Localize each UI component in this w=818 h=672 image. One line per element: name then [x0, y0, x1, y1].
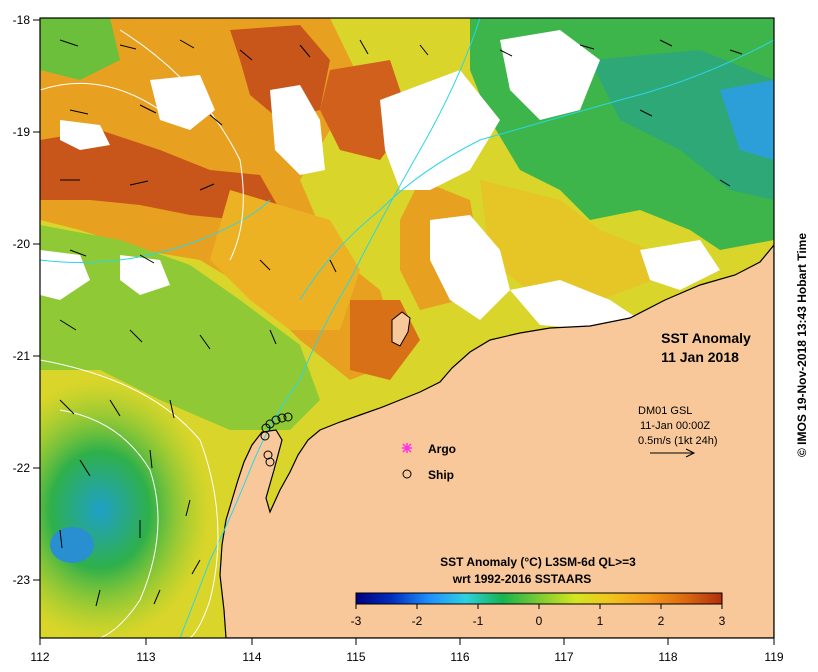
- land-mass: [219, 244, 774, 638]
- lat-tick-20: -20: [13, 237, 31, 251]
- colorbar-subtitle: wrt 1992-2016 SSTAARS: [452, 572, 592, 586]
- current-speed: 0.5m/s (1kt 24h): [638, 435, 717, 447]
- lon-tick-114: 114: [242, 650, 261, 664]
- anomaly-region-hot-band: [40, 130, 280, 220]
- cold-eddy-core: [50, 527, 94, 563]
- cold-eddy: [40, 380, 210, 638]
- colorbar-tick-label: 2: [658, 614, 665, 628]
- bathymetry-contours: [40, 18, 774, 638]
- lat-axis: -18 -19 -20 -21 -22 -23: [13, 13, 40, 587]
- map-title: SST Anomaly: [661, 330, 751, 346]
- lon-tick-117: 117: [554, 650, 573, 664]
- ship-icon: [402, 469, 412, 479]
- colorbar-gradient: [355, 592, 723, 605]
- lon-tick-119: 119: [764, 650, 783, 664]
- current-model: DM01 GSL: [638, 405, 692, 417]
- map-date: 11 Jan 2018: [661, 349, 739, 365]
- colorbar-tick-label: 0: [536, 614, 543, 628]
- marker-legend: Argo Ship: [402, 442, 456, 482]
- argo-label: Argo: [428, 442, 456, 456]
- lon-tick-112: 112: [30, 650, 49, 664]
- argo-icon: [402, 443, 412, 453]
- colorbar-title: SST Anomaly (°C) L3SM-6d QL>=3: [440, 555, 636, 569]
- anomaly-region-warm-centre: [210, 190, 360, 330]
- map-plot-area: [40, 18, 774, 638]
- lon-axis: 112 113 114 115 116 117 118 119: [30, 638, 784, 664]
- lon-tick-118: 118: [658, 650, 677, 664]
- lat-tick-18: -18: [13, 13, 31, 27]
- ship-label: Ship: [428, 468, 454, 482]
- colorbar-tick-label: 1: [597, 614, 604, 628]
- colorbar-tick-label: 3: [719, 614, 726, 628]
- anomaly-region-east-yellow: [480, 180, 680, 300]
- no-data-patches: [40, 30, 720, 330]
- lat-tick-22: -22: [13, 461, 31, 475]
- plot-frame: [39, 17, 775, 639]
- current-scale: DM01 GSL 11-Jan 00:00Z 0.5m/s (1kt 24h): [638, 405, 717, 458]
- anomaly-region-east-teal: [590, 50, 774, 200]
- colorbar-tick-label: -3: [351, 614, 362, 628]
- current-vectors: [59, 39, 743, 607]
- anomaly-region-east-blue: [720, 80, 774, 160]
- colorbar-tick-label: -1: [473, 614, 484, 628]
- colorbar: SST Anomaly (°C) L3SM-6d QL>=3 wrt 1992-…: [351, 555, 726, 628]
- colorbar-tick-label: -2: [412, 614, 423, 628]
- depth-contours-white: [40, 29, 244, 638]
- colorbar-ticks: [355, 604, 723, 609]
- barrow-island: [391, 311, 411, 347]
- lon-tick-116: 116: [450, 650, 469, 664]
- credit-text: © IMOS 19-Nov-2018 13:43 Hobart Time: [795, 233, 809, 457]
- lat-tick-21: -21: [13, 349, 31, 363]
- lon-tick-115: 115: [346, 650, 365, 664]
- current-time: 11-Jan 00:00Z: [640, 420, 710, 432]
- ship-track: [260, 412, 293, 467]
- scale-arrow-icon: [650, 448, 696, 458]
- lon-tick-113: 113: [136, 650, 155, 664]
- anomaly-region-green-band: [40, 225, 320, 430]
- lat-tick-19: -19: [13, 125, 31, 139]
- anomaly-region-green-north: [40, 18, 120, 80]
- lat-tick-23: -23: [13, 573, 31, 587]
